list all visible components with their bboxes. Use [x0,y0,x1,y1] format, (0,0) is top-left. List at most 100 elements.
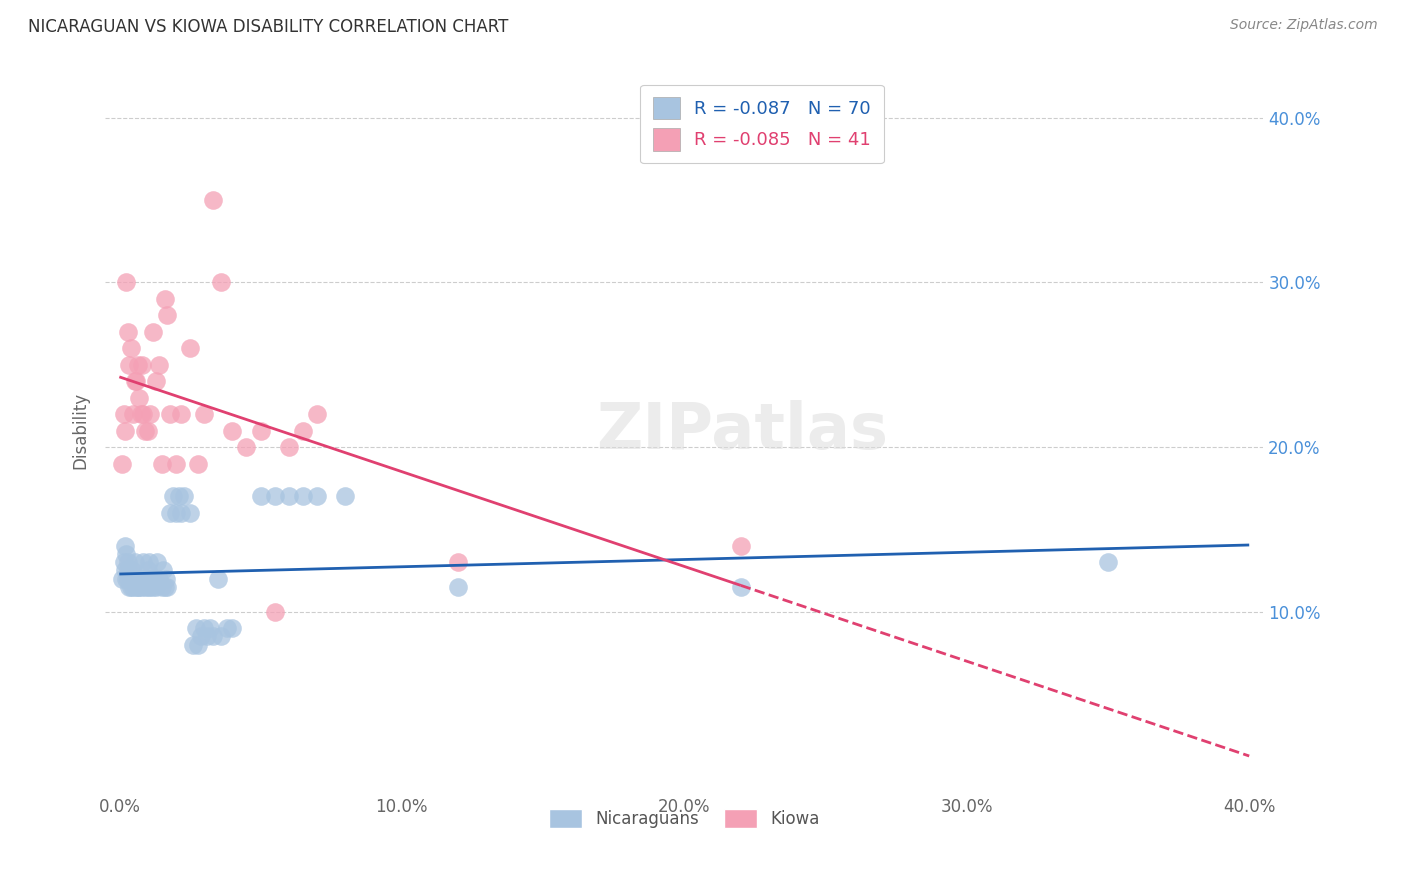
Point [1097,555,1119,569]
Point [129,407,152,421]
Point [291,490,314,504]
Point [193,407,215,421]
Point [159,506,181,520]
Point [117,555,139,569]
Point [129,572,152,586]
Point [165,506,187,520]
Point [156,580,179,594]
Point [184,621,207,635]
Point [122,407,145,421]
Point [150,457,173,471]
Point [335,490,357,504]
Point [115,276,138,290]
Point [111,457,134,471]
Point [142,325,165,339]
Point [132,555,155,569]
Point [165,457,187,471]
Point [179,341,201,355]
Point [162,490,184,504]
Point [118,580,141,594]
Point [132,407,155,421]
Point [136,564,159,578]
Point [134,580,156,594]
Point [152,564,174,578]
Point [128,580,150,594]
Point [730,580,752,594]
Point [277,440,299,454]
Y-axis label: Disability: Disability [72,392,89,469]
Point [148,572,170,586]
Point [201,193,224,207]
Point [120,580,142,594]
Text: Source: ZipAtlas.com: Source: ZipAtlas.com [1230,18,1378,32]
Point [117,572,139,586]
Point [114,539,136,553]
Point [150,580,173,594]
Point [125,374,148,388]
Point [111,572,134,586]
Point [170,407,193,421]
Point [120,572,142,586]
Point [112,555,135,569]
Point [136,580,159,594]
Point [117,564,139,578]
Point [263,490,285,504]
Point [139,572,162,586]
Point [120,341,142,355]
Point [146,555,169,569]
Point [221,424,243,438]
Point [249,490,271,504]
Point [730,539,752,553]
Point [128,572,150,586]
Point [138,555,160,569]
Point [249,424,271,438]
Point [127,358,149,372]
Point [125,580,148,594]
Point [127,580,149,594]
Point [167,490,190,504]
Point [122,572,145,586]
Point [187,638,209,652]
Point [153,580,176,594]
Point [221,621,243,635]
Point [142,580,165,594]
Point [209,276,232,290]
Point [142,572,165,586]
Point [207,572,229,586]
Point [114,564,136,578]
Point [145,580,167,594]
Point [115,572,138,586]
Point [187,457,209,471]
Point [131,358,153,372]
Point [159,407,181,421]
Point [139,580,162,594]
Point [173,490,195,504]
Point [128,391,150,405]
Text: ZIPatlas: ZIPatlas [596,400,889,461]
Point [291,424,314,438]
Point [114,424,136,438]
Point [131,580,153,594]
Point [155,572,177,586]
Point [118,358,141,372]
Point [112,407,135,421]
Point [117,325,139,339]
Point [201,629,224,643]
Point [156,309,179,323]
Point [447,580,470,594]
Point [124,555,146,569]
Point [153,292,176,306]
Point [277,490,299,504]
Point [125,572,148,586]
Point [181,638,204,652]
Point [122,580,145,594]
Point [209,629,232,643]
Point [134,572,156,586]
Point [121,564,143,578]
Point [190,629,212,643]
Point [170,506,193,520]
Point [307,407,329,421]
Point [139,407,162,421]
Point [179,506,201,520]
Text: NICARAGUAN VS KIOWA DISABILITY CORRELATION CHART: NICARAGUAN VS KIOWA DISABILITY CORRELATI… [28,18,509,36]
